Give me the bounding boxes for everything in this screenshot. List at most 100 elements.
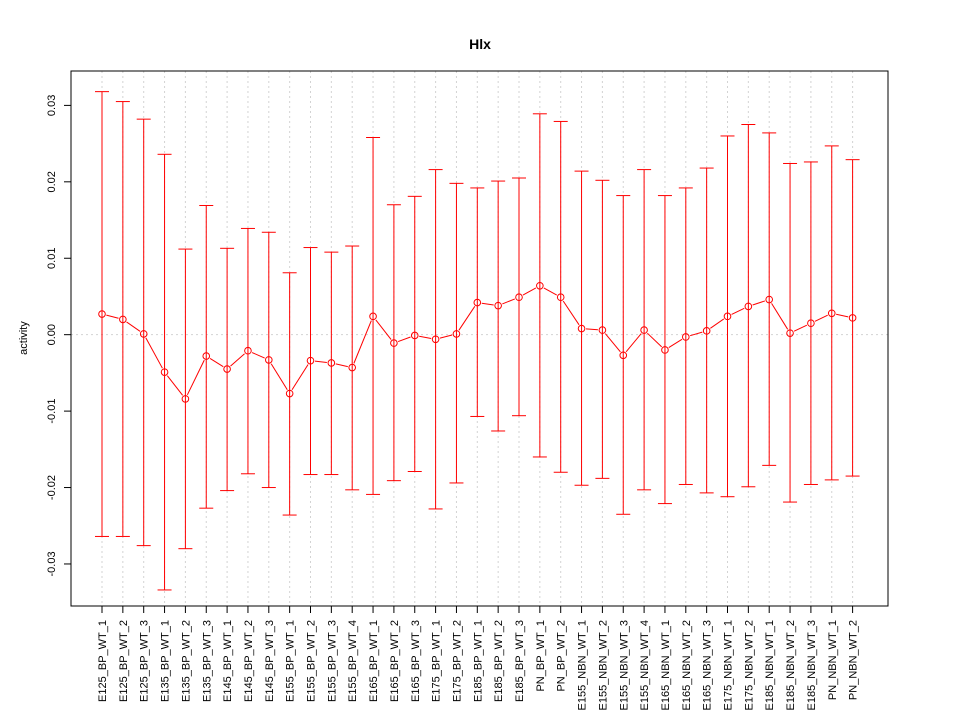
data-point: [682, 333, 690, 341]
x-tick-label: E125_BP_WT_3: [139, 620, 151, 702]
series-line-segment: [335, 363, 348, 368]
series-line-segment: [562, 300, 580, 326]
x-tick-label: E185_NBN_WT_1: [764, 620, 776, 711]
data-point: [619, 351, 628, 360]
series-line-segment: [186, 359, 205, 396]
x-tick-label: E145_BP_WT_1: [222, 620, 234, 702]
data-point: [369, 312, 377, 321]
x-tick-label: E155_NBN_WT_4: [639, 620, 651, 711]
series-line-segment: [291, 364, 309, 390]
data-point: [327, 359, 336, 367]
y-tick-label: 0.03: [46, 95, 58, 116]
data-point: [515, 293, 523, 302]
chart-title: Hlx: [469, 36, 491, 52]
series-line-segment: [836, 313, 849, 318]
data-point: [577, 324, 586, 333]
series-line-segment: [419, 335, 432, 339]
data-point: [223, 365, 231, 373]
series-line-segment: [251, 352, 265, 359]
y-tick-label: -0.01: [46, 399, 58, 424]
data-point: [265, 356, 273, 364]
x-tick-label: E145_BP_WT_3: [264, 620, 276, 702]
data-point: [848, 314, 857, 322]
data-point: [98, 310, 106, 318]
x-tick-label: E155_NBN_WT_2: [597, 620, 609, 711]
x-tick-label: E155_NBN_WT_1: [577, 620, 589, 711]
data-point: [285, 389, 294, 398]
x-tick-label: E125_BP_WT_1: [97, 620, 109, 702]
y-axis: -0.03 -0.02 -0.01 0.00 0.01 0.02 0.03: [46, 95, 71, 577]
series-line-segment: [209, 358, 224, 368]
x-tick-label: E185_NBN_WT_2: [785, 620, 797, 711]
data-point: [723, 312, 732, 321]
x-tick-label: E175_NBN_WT_1: [723, 620, 735, 711]
data-point: [244, 346, 252, 355]
series-line-segment: [586, 328, 598, 331]
x-tick-label: E155_BP_WT_3: [326, 620, 338, 702]
series-line-segment: [375, 319, 392, 340]
data-point: [431, 335, 440, 344]
data-point: [744, 302, 753, 311]
activity-series: [98, 281, 857, 403]
x-tick-label: E125_BP_WT_2: [118, 620, 130, 702]
x-tick-label: E145_BP_WT_2: [243, 620, 255, 702]
data-point: [410, 331, 419, 340]
data-point: [452, 330, 461, 338]
x-tick-label: E165_BP_WT_3: [410, 620, 422, 702]
series-line-segment: [710, 318, 725, 329]
data-point: [473, 298, 482, 307]
series-line-segment: [166, 375, 184, 396]
series-line-segment: [314, 360, 327, 363]
x-tick-label: E165_NBN_WT_3: [702, 620, 714, 711]
data-point: [786, 329, 794, 337]
y-tick-label: -0.03: [46, 551, 58, 576]
x-tick-label: E155_BP_WT_1: [285, 620, 297, 702]
series-line-segment: [145, 337, 163, 369]
data-point: [640, 326, 648, 334]
data-point: [160, 368, 169, 376]
series-line-segment: [522, 287, 537, 296]
x-tick-label: E185_BP_WT_3: [514, 620, 526, 702]
x-tick-label: E135_BP_WT_1: [160, 620, 172, 702]
series-line-segment: [668, 338, 683, 349]
data-point: [390, 339, 398, 347]
x-tick-label: E165_NBN_WT_1: [660, 620, 672, 711]
series-line-segment: [353, 320, 372, 364]
data-point: [139, 330, 148, 338]
series-line-segment: [481, 302, 494, 306]
x-tick-label: PN_NBN_WT_1: [827, 620, 839, 700]
x-tick-label: E165_NBN_WT_2: [681, 620, 693, 711]
series-line-segment: [771, 303, 789, 330]
x-tick-label: E155_BP_WT_4: [347, 620, 359, 702]
series-line-segment: [752, 300, 766, 306]
series-line-segment: [625, 333, 642, 353]
series-line-segment: [543, 287, 557, 296]
series-line-segment: [439, 334, 453, 339]
x-tick-label: E175_NBN_WT_2: [743, 620, 755, 711]
data-point: [661, 346, 669, 354]
series-line-segment: [502, 298, 516, 305]
x-tick-label: E185_BP_WT_2: [493, 620, 505, 702]
error-bars: [95, 91, 860, 591]
data-point: [119, 315, 127, 324]
x-tick-label: PN_BP_WT_2: [556, 620, 568, 692]
x-tick-label: E135_BP_WT_2: [180, 620, 192, 702]
data-point: [598, 326, 607, 334]
x-tick-label: E165_BP_WT_2: [389, 620, 401, 702]
series-line-segment: [793, 324, 808, 332]
series-line-segment: [230, 353, 245, 367]
x-tick-label: E155_BP_WT_2: [306, 620, 318, 702]
series-line-segment: [126, 321, 141, 332]
data-point: [494, 301, 502, 310]
x-tick-label: E175_BP_WT_2: [451, 620, 463, 702]
series-line-segment: [397, 336, 411, 343]
y-tick-label: -0.02: [46, 475, 58, 500]
data-point: [702, 327, 711, 335]
data-point: [202, 352, 211, 360]
x-tick-label: E135_BP_WT_3: [201, 620, 213, 702]
x-tick-label: E165_BP_WT_1: [368, 620, 380, 702]
data-point: [181, 395, 190, 403]
x-tick-label: E155_NBN_WT_3: [618, 620, 630, 711]
series-line-segment: [689, 331, 703, 337]
x-axis: E125_BP_WT_1 E125_BP_WT_2 E125_BP_WT_3 E135…: [97, 606, 860, 711]
